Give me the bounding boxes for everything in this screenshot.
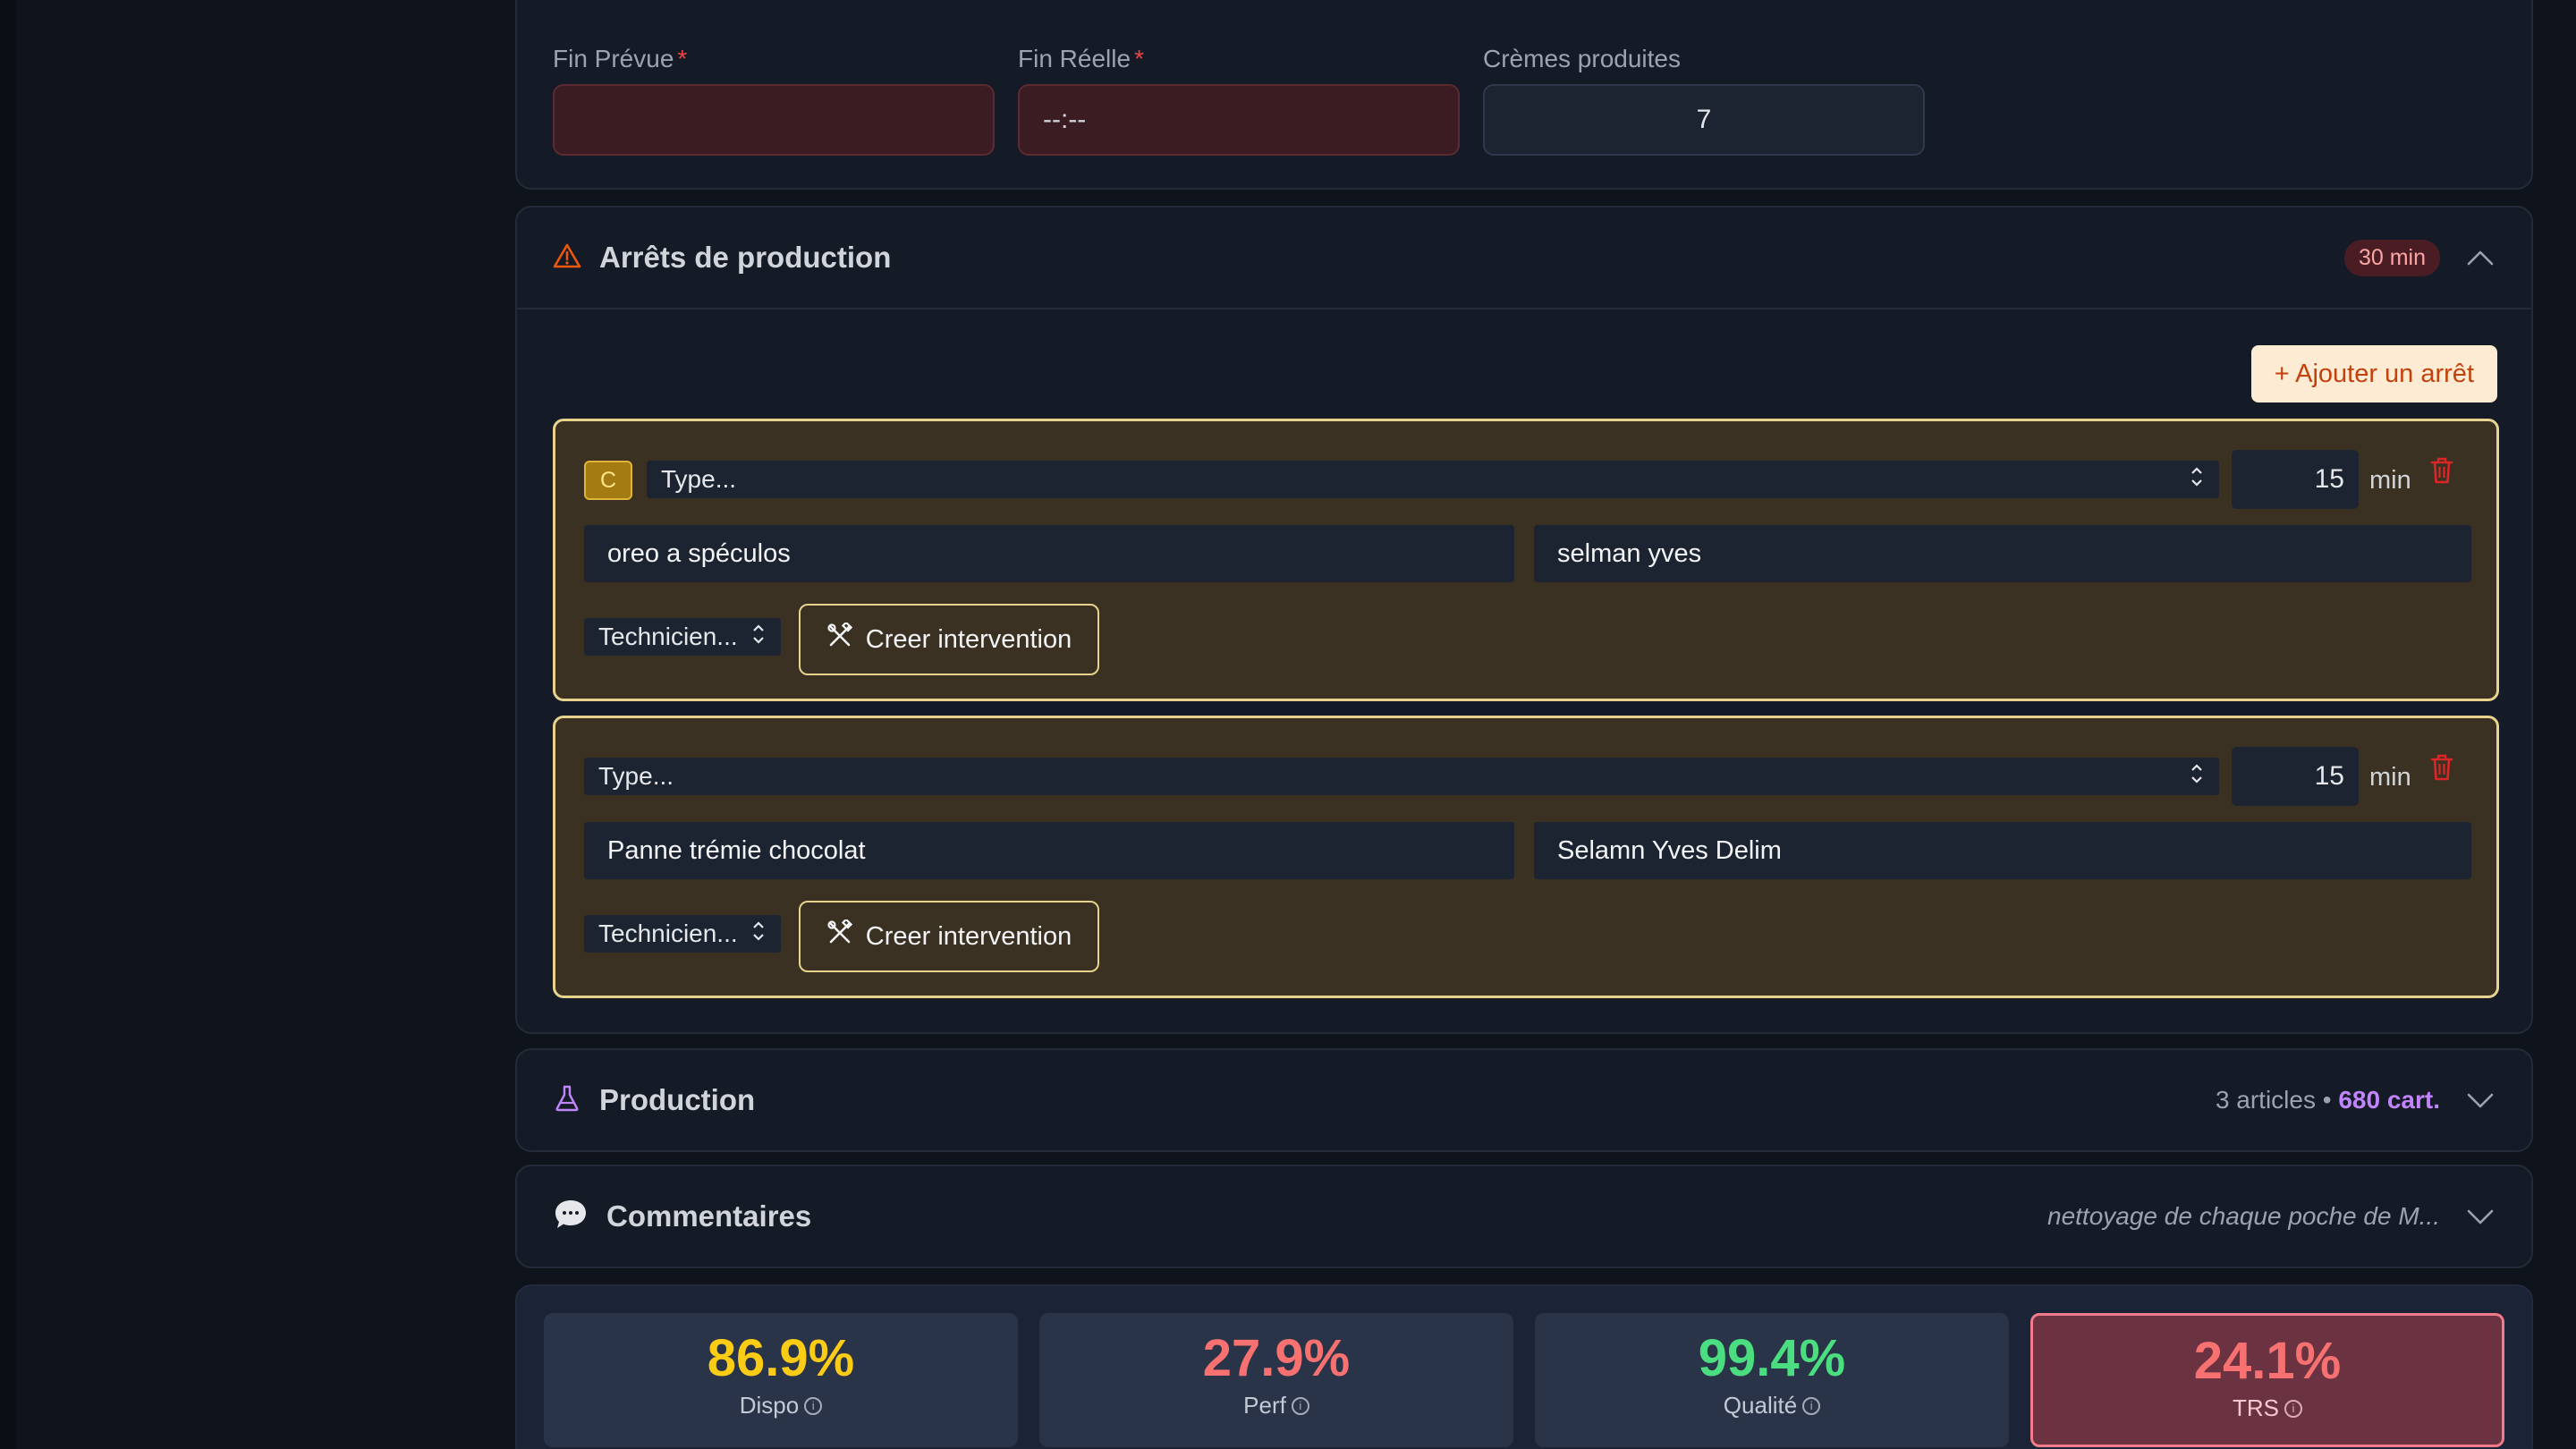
chevron-down-icon[interactable] — [2465, 1085, 2496, 1115]
stop-item: C Type... 15 min oreo a spéculos selman … — [553, 419, 2499, 701]
kpi-value: 24.1% — [2193, 1332, 2342, 1390]
arrets-section: Arrêts de production 30 min + Ajouter un… — [515, 206, 2533, 1034]
info-icon[interactable]: i — [1291, 1396, 1309, 1415]
create-intervention-button[interactable]: Creer intervention — [799, 604, 1099, 675]
info-icon[interactable]: i — [804, 1396, 823, 1415]
updown-icon — [750, 919, 767, 950]
create-intervention-label: Creer intervention — [865, 921, 1072, 951]
chevron-up-icon[interactable] — [2465, 242, 2496, 273]
kpi-card-trs: 24.1% TRS i — [2030, 1313, 2504, 1447]
type-select[interactable]: Type... — [584, 758, 2219, 795]
production-header[interactable]: Production 3 articles • 680 cart. — [517, 1050, 2531, 1150]
technician-select[interactable]: Technicien... — [584, 915, 781, 953]
info-icon[interactable]: i — [2284, 1399, 2302, 1418]
section-divider — [517, 308, 2531, 309]
sidebar-edge — [0, 0, 16, 1449]
cremes-input[interactable]: 7 — [1483, 84, 1925, 156]
cremes-label: Crèmes produites — [1483, 45, 1681, 72]
fin-reelle-input[interactable]: --:-- — [1018, 84, 1460, 156]
updown-icon — [2189, 464, 2205, 496]
kpi-panel: 86.9% Dispo i 27.9% Perf i 99.4% Qualité i … — [515, 1284, 2533, 1449]
stop-description-input[interactable]: oreo a spéculos — [584, 525, 1514, 582]
kpi-label: Qualité i — [1724, 1392, 1821, 1419]
technician-select-label: Technicien... — [598, 623, 738, 650]
total-duration-badge: 30 min — [2343, 239, 2440, 276]
kpi-card-qualite: 99.4% Qualité i — [1535, 1313, 2009, 1447]
create-intervention-button[interactable]: Creer intervention — [799, 901, 1099, 972]
create-intervention-label: Creer intervention — [865, 624, 1072, 654]
fin-prevue-label: Fin Prévue * — [553, 45, 688, 72]
stop-item: Type... 15 min Panne trémie chocolat Sel… — [553, 716, 2499, 998]
comments-section: Commentaires nettoyage de chaque poche d… — [515, 1165, 2533, 1268]
fin-reelle-label: Fin Réelle * — [1018, 45, 1144, 72]
production-section: Production 3 articles • 680 cart. — [515, 1048, 2533, 1152]
timing-form-card: Fin Prévue * Fin Réelle * Crèmes produites… — [515, 0, 2533, 190]
duration-unit: min — [2369, 763, 2411, 792]
technician-select[interactable]: Technicien... — [584, 618, 781, 656]
trash-icon[interactable] — [2428, 752, 2459, 788]
tools-icon — [826, 621, 853, 657]
trash-icon[interactable] — [2428, 455, 2459, 491]
stop-operator-input[interactable]: selman yves — [1534, 525, 2471, 582]
kpi-value: 86.9% — [707, 1329, 855, 1387]
production-title: Production — [599, 1083, 756, 1116]
production-summary: 3 articles • 680 cart. — [2215, 1086, 2440, 1114]
comments-title: Commentaires — [606, 1199, 812, 1233]
warning-icon — [553, 242, 581, 274]
flask-icon — [553, 1084, 581, 1117]
chevron-down-icon[interactable] — [2465, 1201, 2496, 1232]
kpi-card-dispo: 86.9% Dispo i — [544, 1313, 1018, 1447]
updown-icon — [2189, 761, 2205, 792]
updown-icon — [750, 622, 767, 653]
duration-input[interactable]: 15 — [2232, 747, 2359, 806]
duration-unit: min — [2369, 466, 2411, 495]
stop-description-input[interactable]: Panne trémie chocolat — [584, 822, 1514, 879]
duration-input[interactable]: 15 — [2232, 450, 2359, 509]
kpi-label: Dispo i — [740, 1392, 823, 1419]
type-select-label: Type... — [598, 762, 674, 790]
type-select-label: Type... — [661, 465, 737, 493]
fin-prevue-input[interactable] — [553, 84, 995, 156]
add-stop-button[interactable]: + Ajouter un arrêt — [2250, 345, 2497, 402]
technician-select-label: Technicien... — [598, 919, 738, 947]
arrets-title: Arrêts de production — [599, 241, 892, 274]
main-content: Fin Prévue * Fin Réelle * Crèmes produites… — [515, 0, 2533, 1449]
tools-icon — [826, 918, 853, 953]
comments-header[interactable]: Commentaires nettoyage de chaque poche d… — [517, 1166, 2531, 1267]
kpi-label: TRS i — [2233, 1394, 2302, 1422]
kpi-value: 99.4% — [1698, 1329, 1846, 1387]
comment-preview: nettoyage de chaque poche de M... — [2047, 1202, 2440, 1230]
info-icon[interactable]: i — [1802, 1396, 1821, 1415]
type-select[interactable]: Type... — [647, 461, 2219, 498]
speech-bubble-icon — [553, 1198, 589, 1236]
arrets-header[interactable]: Arrêts de production 30 min — [517, 208, 2531, 308]
stop-category-tag: C — [584, 461, 632, 500]
stop-operator-input[interactable]: Selamn Yves Delim — [1534, 822, 2471, 879]
kpi-card-perf: 27.9% Perf i — [1039, 1313, 1513, 1447]
kpi-label: Perf i — [1243, 1392, 1309, 1419]
kpi-value: 27.9% — [1202, 1329, 1351, 1387]
